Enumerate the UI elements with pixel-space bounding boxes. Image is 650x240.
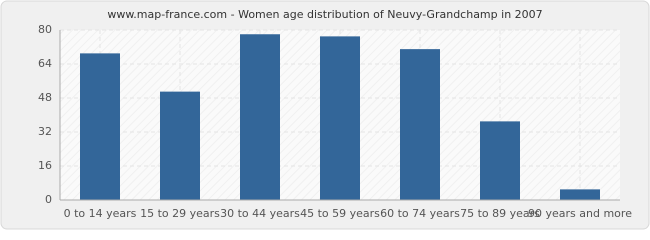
x-tick-label: 90 years and more bbox=[528, 207, 632, 220]
bar bbox=[80, 53, 120, 200]
x-tick-label: 45 to 59 years bbox=[300, 207, 380, 220]
x-tick-label: 0 to 14 years bbox=[64, 207, 137, 220]
y-tick-label: 80 bbox=[38, 23, 52, 36]
x-tick-label: 15 to 29 years bbox=[140, 207, 220, 220]
page: www.map-france.com - Women age distribut… bbox=[0, 0, 650, 230]
x-tick-label: 60 to 74 years bbox=[380, 207, 460, 220]
chart-title: www.map-france.com - Women age distribut… bbox=[107, 8, 542, 21]
x-tick-label: 75 to 89 years bbox=[460, 207, 540, 220]
bar bbox=[480, 121, 520, 200]
bar bbox=[560, 189, 600, 200]
y-tick-label: 32 bbox=[38, 125, 52, 138]
bar bbox=[160, 91, 200, 200]
bar bbox=[400, 49, 440, 200]
y-tick-label: 0 bbox=[45, 193, 52, 206]
y-tick-label: 48 bbox=[38, 91, 52, 104]
y-tick-label: 16 bbox=[38, 159, 52, 172]
x-tick-label: 30 to 44 years bbox=[220, 207, 300, 220]
bar bbox=[320, 36, 360, 200]
bar bbox=[240, 34, 280, 200]
chart: www.map-france.com - Women age distribut… bbox=[0, 0, 650, 230]
y-tick-label: 64 bbox=[38, 57, 52, 70]
